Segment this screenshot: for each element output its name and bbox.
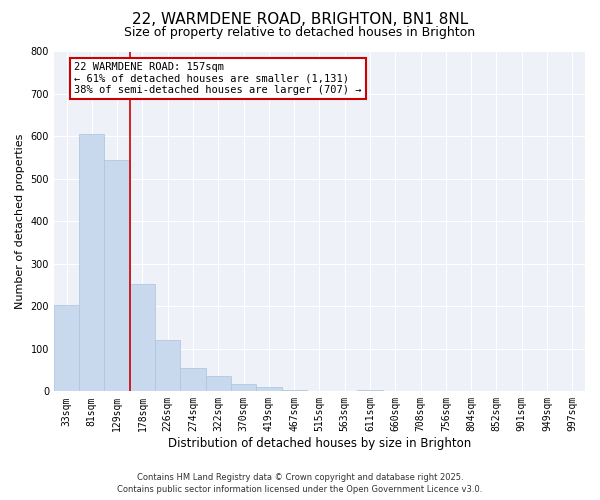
Bar — [155, 340, 181, 392]
Bar — [206, 376, 231, 392]
Text: Size of property relative to detached houses in Brighton: Size of property relative to detached ho… — [124, 26, 476, 39]
Text: Contains HM Land Registry data © Crown copyright and database right 2025.
Contai: Contains HM Land Registry data © Crown c… — [118, 472, 482, 494]
Bar — [181, 368, 206, 392]
Bar — [130, 284, 155, 392]
X-axis label: Distribution of detached houses by size in Brighton: Distribution of detached houses by size … — [168, 437, 471, 450]
Bar — [231, 384, 256, 392]
Bar — [104, 160, 130, 392]
Bar — [358, 390, 383, 392]
Bar — [79, 134, 104, 392]
Bar — [54, 305, 79, 392]
Y-axis label: Number of detached properties: Number of detached properties — [15, 134, 25, 309]
Bar — [281, 390, 307, 392]
Text: 22, WARMDENE ROAD, BRIGHTON, BN1 8NL: 22, WARMDENE ROAD, BRIGHTON, BN1 8NL — [132, 12, 468, 28]
Bar — [256, 387, 281, 392]
Text: 22 WARMDENE ROAD: 157sqm
← 61% of detached houses are smaller (1,131)
38% of sem: 22 WARMDENE ROAD: 157sqm ← 61% of detach… — [74, 62, 362, 96]
